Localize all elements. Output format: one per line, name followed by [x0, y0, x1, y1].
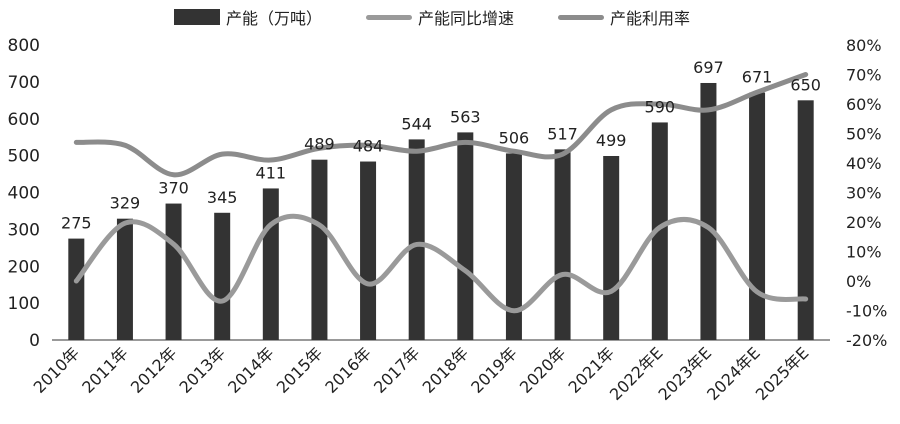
bar-data-label: 411 — [256, 163, 287, 182]
bar-capacity — [214, 212, 231, 340]
y-left-tick-label: 300 — [8, 220, 40, 240]
y-right-tick-label: 30% — [846, 184, 882, 203]
bar-data-label: 275 — [61, 214, 92, 233]
bar-data-label: 484 — [353, 137, 384, 156]
y-right-tick-label: 10% — [846, 243, 882, 262]
y-left-tick-label: 800 — [8, 36, 40, 56]
bar-capacity — [603, 155, 620, 340]
x-tick-label: 2012年 — [127, 343, 181, 397]
x-tick-label: 2011年 — [78, 343, 132, 397]
bar-capacity — [165, 203, 182, 340]
bar-capacity — [505, 153, 522, 340]
bar-data-label: 517 — [547, 124, 578, 143]
bar-data-label: 590 — [645, 97, 676, 116]
bar-capacity — [311, 159, 328, 340]
y-right-tick-label: 0% — [846, 272, 871, 291]
legend: 产能（万吨） 产能同比增速 产能利用率 — [0, 4, 900, 30]
bar-capacity — [68, 238, 85, 340]
y-left-tick-label: 400 — [8, 184, 40, 204]
legend-label-capacity: 产能（万吨） — [226, 9, 323, 28]
y-right-tick-label: 20% — [846, 213, 882, 232]
legend-swatch-growth-line — [366, 14, 412, 20]
bars-capacity — [68, 82, 814, 340]
bar-data-labels: 275 329 370 345 411 489 484 544 563 506 517 499 590 6… — [61, 58, 821, 233]
bar-capacity — [457, 132, 474, 340]
y-right-tick-label: -10% — [846, 302, 887, 321]
lines — [73, 72, 809, 314]
x-tick-label: 2018年 — [419, 343, 473, 397]
y-right-tick-label: 40% — [846, 154, 882, 173]
bar-data-label: 671 — [742, 68, 773, 87]
y-left-tick-label: 600 — [8, 110, 40, 130]
y-axis-right: -20% -10% 0% 10% 20% 30% 40% 50% 60% 70% 80% — [846, 36, 887, 350]
x-tick-label: 2020年 — [516, 343, 570, 397]
bar-data-label: 506 — [499, 128, 530, 147]
legend-item-growth: 产能同比增速 — [366, 4, 514, 30]
bar-data-label: 697 — [693, 58, 724, 77]
legend-item-utilization: 产能利用率 — [558, 4, 690, 30]
bar-data-label: 370 — [158, 179, 189, 198]
line-growth — [73, 213, 809, 314]
bar-data-label: 563 — [450, 107, 481, 126]
y-left-tick-label: 500 — [8, 147, 40, 167]
bar-data-label: 345 — [207, 188, 238, 207]
y-left-tick-label: 700 — [8, 73, 40, 93]
x-tick-label: 2025年E — [752, 343, 813, 404]
x-tick-label: 2014年 — [224, 343, 278, 397]
y-left-tick-label: 100 — [8, 294, 40, 314]
legend-swatch-utilization-line — [558, 14, 604, 20]
bar-capacity — [797, 100, 814, 340]
x-tick-label: 2013年 — [175, 343, 229, 397]
bar-capacity — [262, 188, 279, 340]
x-tick-label: 2017年 — [370, 343, 424, 397]
bar-data-label: 499 — [596, 131, 627, 150]
bar-capacity — [116, 218, 133, 340]
bar-data-label: 489 — [304, 135, 335, 154]
y-right-tick-label: 60% — [846, 95, 882, 114]
x-tick-label: 2016年 — [321, 343, 375, 397]
x-tick-label: 2015年 — [273, 343, 327, 397]
bar-capacity — [554, 149, 571, 340]
x-tick-label: 2010年 — [30, 343, 84, 397]
bar-data-label: 650 — [790, 75, 821, 94]
line-utilization — [73, 72, 809, 178]
bar-capacity — [651, 122, 668, 340]
legend-label-growth: 产能同比增速 — [418, 9, 515, 28]
bar-data-label: 544 — [401, 114, 432, 133]
x-axis: 2010年2011年2012年2013年2014年2015年2016年2017年… — [30, 339, 830, 404]
bar-capacity — [360, 161, 377, 340]
bar-data-label: 329 — [110, 194, 141, 213]
bar-capacity — [749, 92, 766, 340]
y-right-tick-label: 70% — [846, 66, 882, 85]
bar-capacity — [700, 82, 717, 340]
y-right-tick-label: -20% — [846, 331, 887, 350]
legend-swatch-bar — [174, 9, 220, 25]
y-left-tick-label: 0 — [29, 331, 40, 351]
bar-capacity — [408, 139, 425, 340]
y-right-tick-label: 80% — [846, 36, 882, 55]
y-right-tick-label: 50% — [846, 125, 882, 144]
legend-item-capacity: 产能（万吨） — [174, 4, 322, 30]
y-axis-left: 0 100 200 300 400 500 600 700 800 — [8, 36, 40, 351]
legend-label-utilization: 产能利用率 — [610, 9, 691, 28]
y-left-tick-label: 200 — [8, 257, 40, 277]
x-tick-label: 2019年 — [467, 343, 521, 397]
